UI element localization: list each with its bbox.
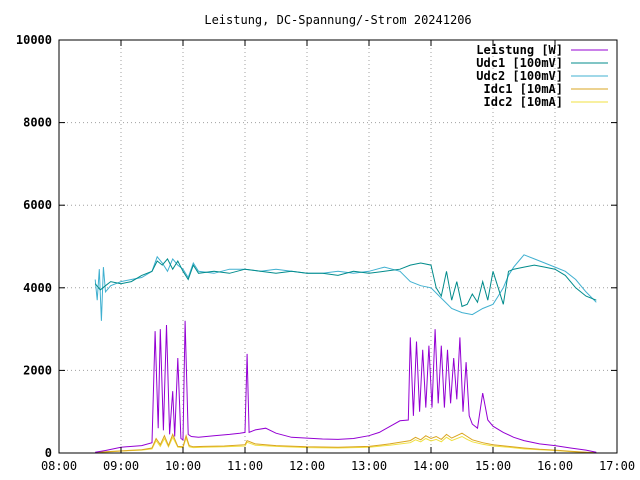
legend: Leistung [W]Udc1 [100mV]Udc2 [100mV]Idc1… [476,43,608,109]
axes: 08:00 09:00 10:00 11:00 12:00 13:00 14:00 15:00… [16,33,635,473]
legend-label: Udc2 [100mV] [476,69,563,83]
legend-label: Idc2 [10mA] [484,95,563,109]
x-tick-label: 09:00 [103,459,139,473]
chart-title: Leistung, DC-Spannung/-Strom 20241206 [204,13,471,27]
y-tick-label: 2000 [23,363,52,377]
x-tick-label: 14:00 [413,459,449,473]
legend-label: Udc1 [100mV] [476,56,563,70]
x-tick-label: 12:00 [289,459,325,473]
x-tick-label: 17:00 [599,459,635,473]
y-tick-label: 8000 [23,116,52,130]
series-line-4 [95,435,597,454]
x-tick-label: 16:00 [537,459,573,473]
x-tick-label: 13:00 [351,459,387,473]
series-line-1 [94,257,597,308]
x-tick-label: 11:00 [227,459,263,473]
y-tick-label: 0 [45,446,52,460]
y-tick-label: 4000 [23,281,52,295]
x-tick-label: 10:00 [165,459,201,473]
plot-frame [58,39,618,454]
x-tick-label: 08:00 [41,459,77,473]
grid [59,40,617,453]
y-tick-label: 10000 [16,33,52,47]
x-tick-label: 15:00 [475,459,511,473]
legend-label: Leistung [W] [476,43,563,57]
legend-label: Idc1 [10mA] [484,82,563,96]
series-line-3 [95,432,597,454]
series-line-0 [95,320,597,453]
series-layer [94,254,597,454]
y-tick-label: 6000 [23,198,52,212]
